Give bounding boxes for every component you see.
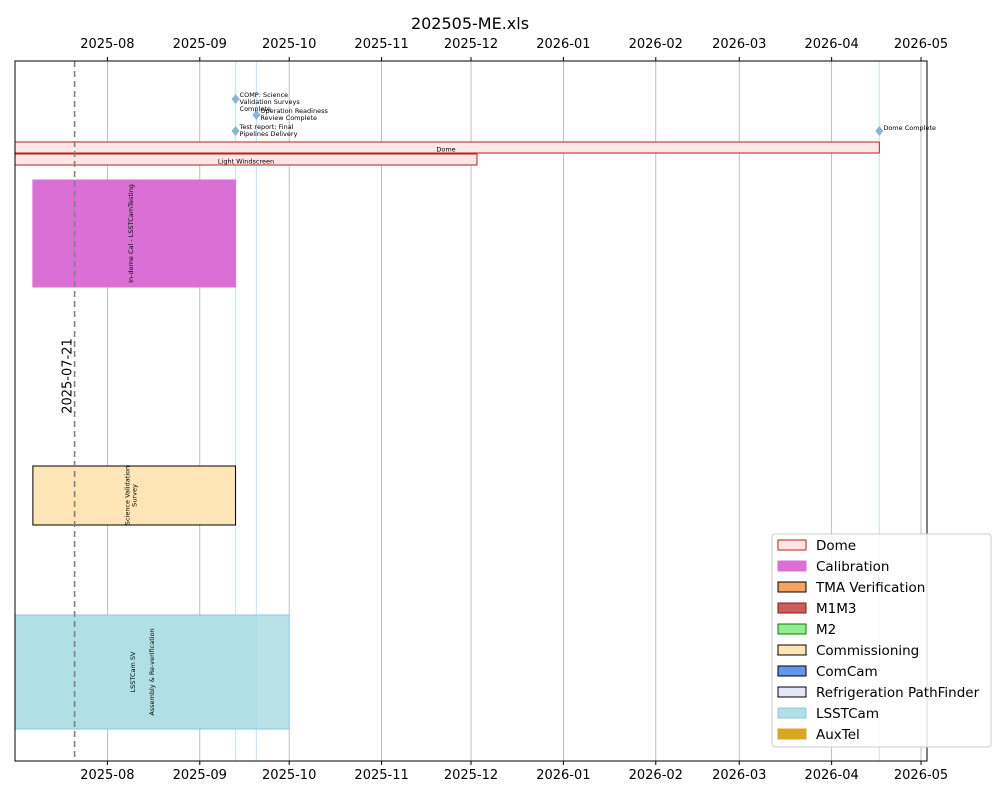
x-tick-label-bottom: 2025-10 [262,768,316,783]
task-label-line: Light Windscreen [218,158,274,166]
x-tick-label-top: 2026-02 [629,37,683,52]
chart-title: 202505-ME.xls [411,14,529,33]
milestone-label-line: Pipelines Delivery [240,130,298,138]
milestone-marker [875,126,884,136]
x-tick-label-bottom: 2026-05 [894,768,948,783]
milestone-label: Operation Readiness Review Complete [260,107,328,122]
legend-swatch [777,707,807,719]
legend-label: Calibration [816,559,889,575]
x-tick-label-top: 2026-05 [894,37,948,52]
legend-swatch [777,644,807,656]
milestone-label: COMP: Science Validation Surveys Complete [240,91,301,113]
legend-swatch [777,623,807,635]
legend-label: M1M3 [816,601,856,617]
legend-label: Refrigeration PathFinder [816,685,980,701]
milestone-label-line: Complete [240,105,271,113]
task-label-line: LSSTCam SV [129,651,137,693]
legend-label: Commissioning [816,643,919,659]
milestone-label: Test report: Final Pipelines Delivery [239,123,298,138]
task-label-line: Dome [436,146,455,154]
task-bars: Dome Light Windscreen In-dome Cal - LSSTCa… [14,141,880,730]
milestone-label: Dome Complete [883,124,936,132]
legend-swatch [777,560,807,572]
x-tick-label-bottom: 2025-12 [444,768,498,783]
reference-line: 2025-07-21 [61,61,76,761]
x-tick-label-top: 2026-01 [536,37,590,52]
milestone-marker [231,94,240,104]
task-label-line: Survey [131,484,139,507]
task-label: Assembly & Re-verification [148,628,156,715]
task-bar [32,465,237,526]
x-tick-label-top: 2026-03 [712,37,766,52]
x-tick-label-top: 2026-04 [804,37,858,52]
milestone-label-line: COMP: Science [240,91,289,99]
legend: Dome Calibration TMA Verification M1M3 M2 Com… [771,533,992,748]
legend-frame [771,533,992,748]
task-label-line: Science Validation [124,466,132,525]
milestone-marker [231,126,240,136]
milestone-label-line: Operation Readiness [260,107,328,115]
task-label: Science ValidationSurvey [124,466,139,525]
x-axis-ticks: 2025-08 2025-08 2025-09 2025-09 2025-10 2025-… [80,37,948,783]
task-label: LSSTCam SV [129,651,137,693]
x-tick-label-top: 2025-11 [354,37,408,52]
legend-swatch [777,602,807,614]
legend-label: M2 [816,622,836,638]
task-label: Light Windscreen [218,158,274,166]
task-label-line: Assembly & Re-verification [148,628,156,715]
legend-label: Dome [816,538,856,554]
x-tick-label-top: 2025-10 [262,37,316,52]
milestone-label-line: Test report: Final [239,123,294,131]
x-tick-label-bottom: 2025-11 [354,768,408,783]
milestone-label-line: Review Complete [260,114,317,122]
legend-label: ComCam [816,664,878,680]
legend-label: TMA Verification [815,580,925,596]
x-tick-label-top: 2025-08 [80,37,134,52]
legend-swatch [777,581,807,593]
milestone-marker [252,110,261,120]
task-bar [14,614,290,730]
legend-swatch [777,539,807,551]
x-tick-label-bottom: 2025-09 [173,768,227,783]
x-tick-label-bottom: 2025-08 [80,768,134,783]
x-tick-label-bottom: 2026-04 [804,768,858,783]
milestones: COMP: Science Validation Surveys CompleteO… [231,91,936,138]
milestone-label-line: Dome Complete [883,124,936,132]
x-tick-label-bottom: 2026-01 [536,768,590,783]
x-tick-label-bottom: 2026-02 [629,768,683,783]
task-label: Dome [436,146,455,154]
legend-swatch [777,728,807,740]
x-tick-label-top: 2025-09 [173,37,227,52]
legend-swatch [777,686,807,698]
reference-line-label: 2025-07-21 [61,338,76,414]
legend-label: LSSTCam [816,706,879,722]
task-bar [32,179,237,288]
milestone-label-line: Validation Surveys [240,98,301,106]
task-label: In-dome Cal - LSSTCamTesting [127,184,135,283]
x-tick-label-top: 2025-12 [444,37,498,52]
task-label-line: In-dome Cal - LSSTCamTesting [127,184,135,283]
legend-label: AuxTel [816,727,860,743]
x-tick-label-bottom: 2026-03 [712,768,766,783]
legend-swatch [777,665,807,677]
